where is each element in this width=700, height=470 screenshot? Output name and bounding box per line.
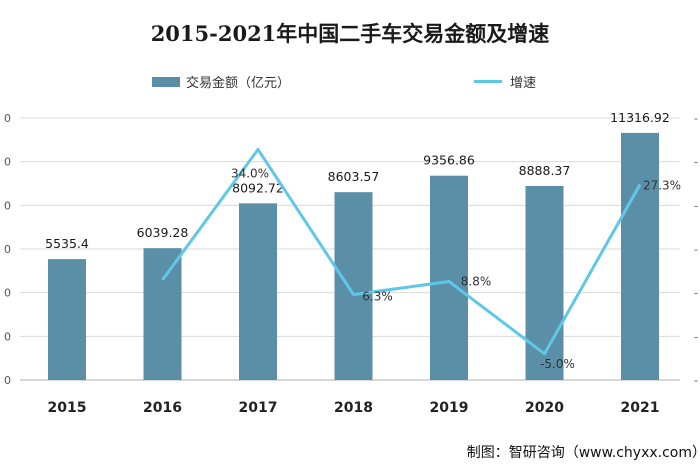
legend-item-amount: 交易金额（亿元） [152, 72, 290, 91]
legend-line-swatch [474, 80, 502, 83]
legend-label-growth: 增速 [510, 76, 537, 91]
x-tick-label: 2018 [334, 400, 373, 416]
chart-title: 2015-2021年中国二手车交易金额及增速 [150, 21, 550, 46]
bar-value-label: 8603.57 [328, 169, 380, 184]
growth-value-label: -5.0% [540, 357, 575, 371]
source-credit: 制图：智研咨询（www.chyxx.com） [466, 445, 700, 461]
x-tick-label: 2021 [621, 400, 660, 416]
right-axis-tick-stub: - [694, 374, 698, 387]
bar-value-label: 9356.86 [423, 153, 475, 168]
left-axis-tick-stub: 0 [4, 112, 11, 125]
bar-value-label: 8092.72 [232, 180, 284, 195]
growth-line [161, 147, 642, 356]
bar-value-label: 6039.28 [137, 225, 189, 240]
bar-value-label: 8888.37 [519, 163, 571, 178]
bar-2016 [143, 248, 182, 380]
right-axis-tick-stub: - [694, 330, 698, 343]
left-axis-tick-stub: 0 [4, 287, 11, 300]
bar-value-label: 11316.92 [610, 110, 670, 125]
left-axis-tick-stub: 0 [4, 156, 11, 169]
bar-2015 [48, 259, 86, 380]
x-tick-label: 2016 [143, 400, 182, 416]
growth-value-label: 8.8% [461, 274, 492, 288]
legend-item-growth: 增速 [474, 72, 536, 91]
legend-bar-swatch [152, 76, 180, 87]
right-axis-tick-stub: - [694, 199, 698, 212]
growth-value-label: 34.0% [231, 166, 269, 180]
left-axis-tick-stub: 0 [4, 243, 11, 256]
growth-value-label: 27.3% [643, 179, 681, 193]
right-axis-tick-stub: - [694, 287, 698, 300]
x-tick-label: 2015 [48, 400, 87, 416]
x-tick-label: 2019 [430, 400, 469, 416]
bar-2021 [621, 132, 659, 380]
bar-2018 [334, 192, 373, 380]
left-axis-tick-stub: 0 [4, 330, 11, 343]
growth-value-label: 6.3% [362, 290, 393, 304]
x-tick-label: 2017 [239, 400, 278, 416]
left-axis-tick-stub: 0 [4, 374, 11, 387]
right-axis-tick-stub: - [694, 243, 698, 256]
bar-value-label: 5535.4 [45, 236, 89, 251]
right-axis-tick-stub: - [694, 112, 698, 125]
bar-2017 [239, 203, 277, 380]
bar-2020 [525, 185, 564, 380]
left-axis-tick-stub: 0 [4, 199, 11, 212]
right-axis-tick-stub: - [694, 156, 698, 169]
legend-label-amount: 交易金额（亿元） [186, 76, 291, 91]
x-tick-label: 2020 [525, 400, 564, 416]
bar-2019 [430, 175, 468, 380]
